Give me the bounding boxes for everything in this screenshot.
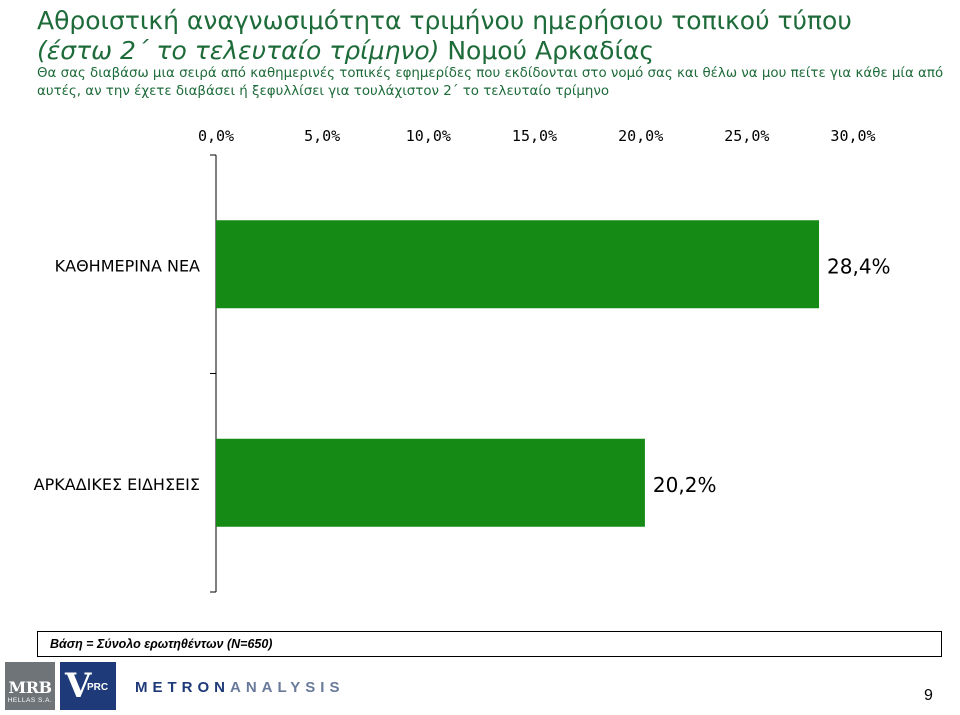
chart-title-line1: Αθροιστική αναγνωσιμότητα τριμήνου ημερή…: [37, 6, 852, 35]
question-text-line1: Θα σας διαβάσω μια σειρά από καθημερινές…: [37, 66, 944, 81]
category-label: ΚΑΘΗΜΕΡΙΝΑ ΝΕΑ: [55, 256, 200, 275]
metron-logo-part2: ANALYSIS: [230, 679, 345, 696]
data-label: 20,2%: [653, 473, 717, 497]
metron-logo-part1: METRON: [135, 679, 230, 696]
metron-analysis-logo: METRONANALYSIS: [135, 679, 344, 696]
x-tick-label: 5,0%: [304, 127, 340, 145]
base-note: Βάση = Σύνολο ερωτηθέντων (N=650): [50, 637, 273, 651]
x-tick-label: 20,0%: [618, 127, 663, 145]
x-tick-label: 30,0%: [830, 127, 875, 145]
chart-title-line2: (έστω 2΄ το τελευταίο τρίμηνο) Νομού Αρκ…: [37, 36, 654, 65]
bar: [216, 438, 645, 527]
x-tick-label: 10,0%: [406, 127, 451, 145]
chart-title-rest: Νομού Αρκαδίας: [439, 36, 655, 65]
vprc-logo: V PRC: [60, 662, 116, 710]
mrb-logo-subtext: HELLAS S.A.: [7, 697, 53, 704]
x-tick-label: 25,0%: [724, 127, 769, 145]
x-tick-label: 0,0%: [198, 127, 234, 145]
chart-title-italic-part: (έστω 2΄ το τελευταίο τρίμηνο): [37, 36, 440, 65]
x-tick-label: 15,0%: [512, 127, 557, 145]
vprc-logo-v: V: [65, 666, 92, 706]
mrb-logo: MRB HELLAS S.A.: [5, 662, 55, 710]
base-note-box: Βάση = Σύνολο ερωτηθέντων (N=650): [37, 631, 942, 657]
mrb-logo-text: MRB: [8, 678, 52, 697]
page-number: 9: [924, 687, 933, 704]
category-label: ΑΡΚΑΔΙΚΕΣ ΕΙΔΗΣΕΙΣ: [34, 475, 200, 494]
question-text-line2: αυτές, αν την έχετε διαβάσει ή ξεφυλλίσε…: [37, 84, 610, 99]
vprc-logo-text: PRC: [87, 682, 109, 693]
data-label: 28,4%: [827, 254, 891, 278]
bar: [216, 220, 820, 309]
